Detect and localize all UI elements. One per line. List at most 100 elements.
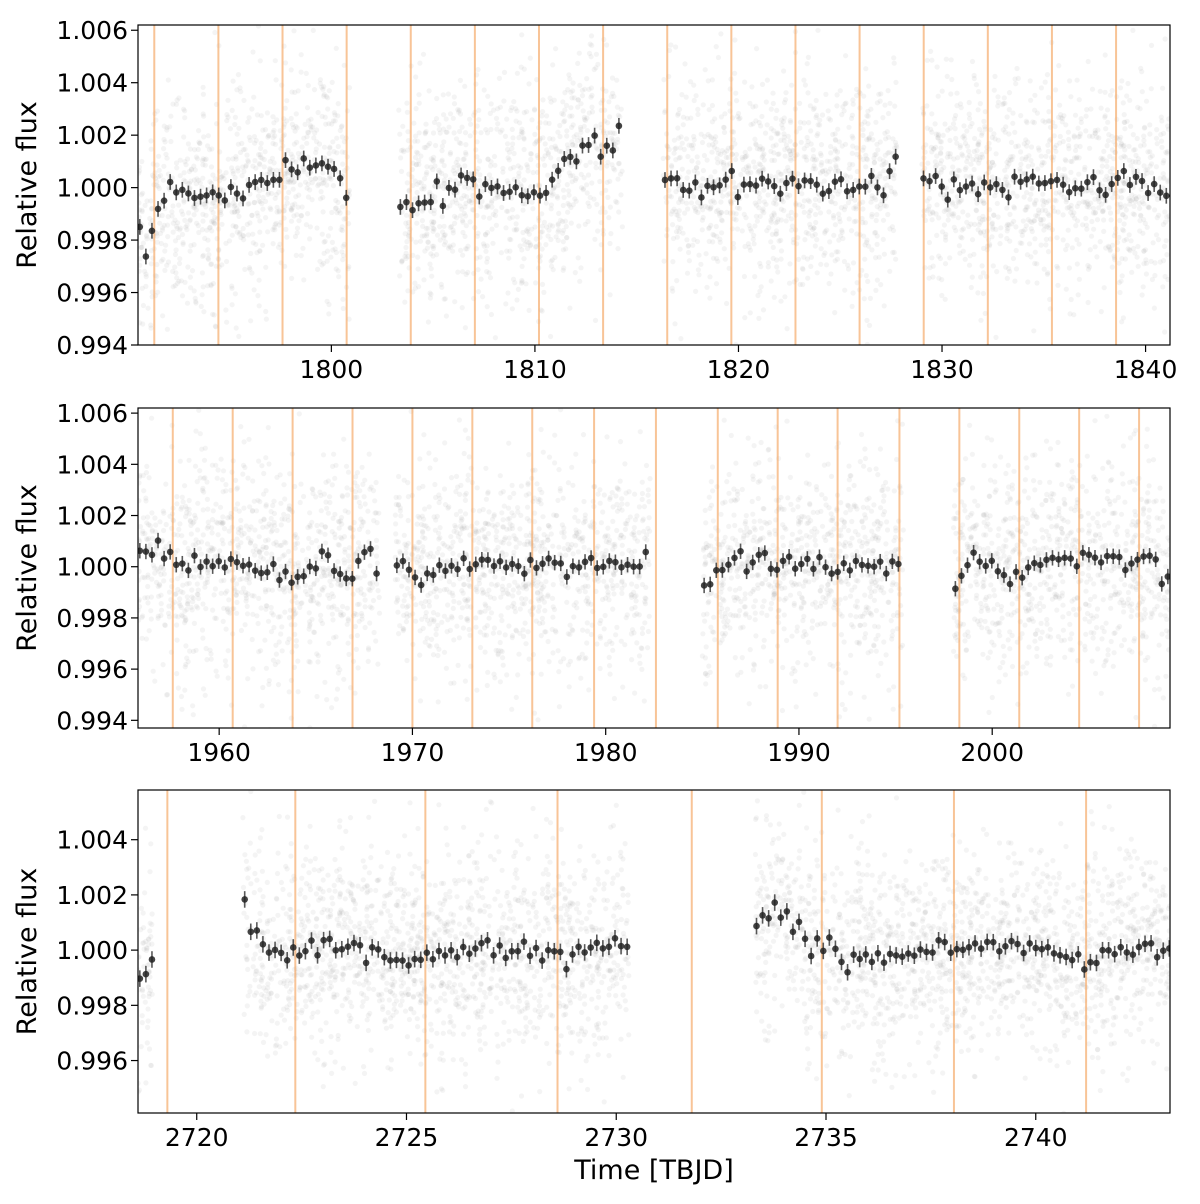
raw-flux-point: [175, 638, 180, 643]
raw-flux-point: [561, 228, 566, 233]
raw-flux-point: [205, 247, 210, 252]
raw-flux-point: [576, 223, 581, 228]
raw-flux-point: [931, 264, 936, 269]
raw-flux-point: [1093, 244, 1098, 249]
raw-flux-point: [439, 285, 444, 290]
raw-flux-point: [860, 206, 865, 211]
raw-flux-point: [819, 246, 824, 251]
raw-flux-point: [700, 227, 705, 232]
raw-flux-point: [748, 122, 753, 127]
raw-flux-point: [1011, 256, 1016, 261]
raw-flux-point: [757, 120, 762, 125]
raw-flux-point: [277, 222, 282, 227]
raw-flux-point: [492, 163, 497, 168]
binned-flux-point: [783, 180, 790, 187]
raw-flux-point: [1056, 166, 1061, 171]
raw-flux-point: [482, 87, 487, 92]
raw-flux-point: [579, 185, 584, 190]
raw-flux-point: [680, 167, 685, 172]
raw-flux-point: [147, 475, 152, 480]
raw-flux-point: [161, 528, 166, 533]
raw-flux-point: [267, 678, 272, 683]
raw-flux-point: [335, 200, 340, 205]
raw-flux-point: [540, 246, 545, 251]
raw-flux-point: [1118, 85, 1123, 90]
raw-flux-point: [515, 71, 520, 76]
raw-flux-point: [146, 306, 151, 311]
raw-flux-point: [507, 150, 512, 155]
binned-flux-point: [555, 168, 562, 175]
raw-flux-point: [209, 657, 214, 662]
raw-flux-point: [259, 141, 264, 146]
raw-flux-point: [316, 182, 321, 187]
raw-flux-point: [1117, 218, 1122, 223]
raw-flux-point: [768, 239, 773, 244]
binned-flux-point: [567, 154, 574, 161]
binned-flux-point: [319, 160, 326, 167]
binned-flux-point: [777, 190, 784, 197]
x-tick-label: 1810: [503, 355, 567, 384]
binned-flux-point: [294, 169, 301, 176]
raw-flux-point: [967, 263, 972, 268]
raw-flux-point: [817, 122, 822, 127]
raw-flux-point: [556, 221, 561, 226]
raw-flux-point: [961, 123, 966, 128]
raw-flux-point: [200, 627, 205, 632]
raw-flux-point: [998, 233, 1003, 238]
binned-flux-point: [512, 184, 519, 191]
raw-flux-point: [326, 302, 331, 307]
raw-flux-point: [764, 228, 769, 233]
raw-flux-point: [239, 628, 244, 633]
raw-flux-point: [372, 630, 377, 635]
binned-flux-point: [185, 190, 192, 197]
raw-flux-point: [785, 326, 790, 331]
raw-flux-point: [825, 159, 830, 164]
raw-flux-point: [837, 216, 842, 221]
raw-flux-point: [223, 658, 228, 663]
raw-flux-point: [139, 192, 144, 197]
raw-flux-point: [715, 156, 720, 161]
raw-flux-point: [790, 224, 795, 229]
raw-flux-point: [164, 156, 169, 161]
raw-flux-point: [1132, 212, 1137, 217]
raw-flux-point: [972, 167, 977, 172]
raw-flux-point: [213, 586, 218, 591]
raw-flux-point: [212, 312, 217, 317]
raw-flux-point: [405, 110, 410, 115]
raw-flux-point: [165, 327, 170, 332]
raw-flux-point: [1007, 239, 1012, 244]
raw-flux-point: [854, 145, 859, 150]
raw-flux-point: [762, 157, 767, 162]
raw-flux-point: [1151, 240, 1156, 245]
raw-flux-point: [405, 288, 410, 293]
raw-flux-point: [250, 612, 255, 617]
raw-flux-point: [689, 158, 694, 163]
raw-flux-point: [873, 255, 878, 260]
raw-flux-point: [246, 232, 251, 237]
raw-flux-point: [544, 147, 549, 152]
raw-flux-point: [607, 179, 612, 184]
raw-flux-point: [209, 207, 214, 212]
raw-flux-point: [828, 199, 833, 204]
raw-flux-point: [201, 309, 206, 314]
raw-flux-point: [808, 208, 813, 213]
raw-flux-point: [311, 28, 316, 33]
raw-flux-point: [774, 108, 779, 113]
raw-flux-point: [479, 189, 484, 194]
raw-flux-point: [670, 222, 675, 227]
raw-flux-point: [1024, 204, 1029, 209]
raw-flux-point: [939, 293, 944, 298]
raw-flux-point: [152, 679, 157, 684]
raw-flux-point: [526, 81, 531, 86]
raw-flux-point: [774, 264, 779, 269]
raw-flux-point: [261, 517, 266, 522]
raw-flux-point: [429, 274, 434, 279]
raw-flux-point: [694, 93, 699, 98]
raw-flux-point: [427, 192, 432, 197]
raw-flux-point: [861, 94, 866, 99]
raw-flux-point: [492, 154, 497, 159]
raw-flux-points: [136, 0, 1172, 414]
raw-flux-point: [685, 271, 690, 276]
raw-flux-point: [587, 51, 592, 56]
raw-flux-point: [541, 290, 546, 295]
